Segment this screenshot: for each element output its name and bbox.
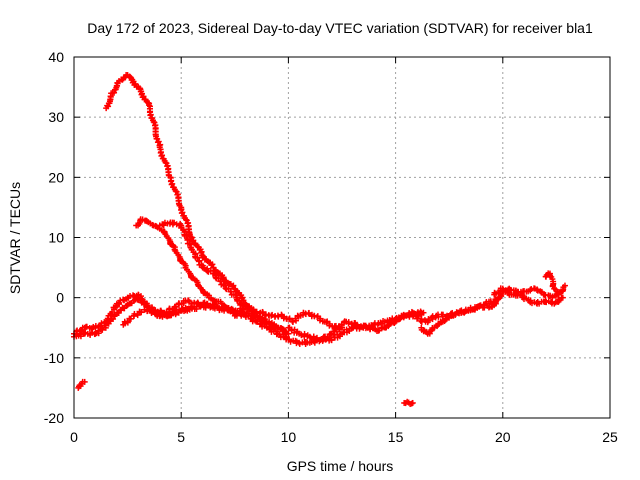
data-point bbox=[551, 294, 565, 307]
data-point bbox=[182, 297, 198, 307]
data-point bbox=[113, 296, 130, 308]
data-point bbox=[300, 309, 315, 320]
data-point bbox=[103, 90, 115, 112]
data-point bbox=[161, 228, 178, 251]
data-point bbox=[218, 305, 235, 314]
data-point bbox=[343, 318, 359, 328]
data-point bbox=[178, 222, 195, 251]
data-point bbox=[531, 285, 545, 296]
data-point bbox=[420, 309, 427, 316]
chart-title: Day 172 of 2023, Sidereal Day-to-day VTE… bbox=[87, 20, 593, 36]
data-point bbox=[171, 246, 189, 269]
data-point bbox=[253, 318, 270, 330]
data-point bbox=[131, 306, 148, 319]
tick-labels: 0 5 10 15 20 25 -20 -10 0 10 20 30 40 bbox=[44, 49, 618, 445]
data-point bbox=[433, 311, 450, 320]
plot-frame bbox=[73, 56, 611, 419]
data-point bbox=[124, 72, 140, 90]
data-point bbox=[559, 294, 566, 301]
data-point bbox=[285, 330, 292, 337]
data-point bbox=[135, 84, 153, 107]
data-point bbox=[146, 102, 164, 149]
series-track-h bbox=[285, 309, 427, 344]
y-tick-label: -20 bbox=[44, 410, 64, 426]
data-point bbox=[141, 306, 158, 316]
data-point bbox=[173, 303, 194, 316]
grid-lines bbox=[74, 57, 610, 418]
data-point bbox=[101, 313, 118, 331]
data-points bbox=[71, 71, 568, 408]
y-axis-label: SDTVAR / TECUs bbox=[7, 182, 23, 294]
x-tick-label: 10 bbox=[281, 429, 297, 445]
x-tick-label: 20 bbox=[495, 429, 511, 445]
y-tick-label: -10 bbox=[44, 350, 64, 366]
x-axis-label: GPS time / hours bbox=[287, 458, 394, 474]
y-tick-label: 10 bbox=[48, 230, 64, 246]
data-point bbox=[188, 303, 195, 310]
series-track-l bbox=[491, 285, 566, 307]
y-tick-label: 20 bbox=[48, 169, 64, 185]
data-point bbox=[263, 324, 280, 338]
data-point bbox=[109, 79, 121, 97]
data-point bbox=[197, 302, 214, 311]
data-point bbox=[210, 270, 227, 288]
data-point bbox=[182, 264, 201, 288]
x-tick-label: 25 bbox=[602, 429, 618, 445]
data-point bbox=[139, 216, 156, 228]
data-point bbox=[238, 312, 245, 319]
x-tick-label: 15 bbox=[388, 429, 404, 445]
data-point bbox=[371, 317, 387, 328]
data-point bbox=[409, 399, 416, 406]
data-point bbox=[167, 174, 183, 209]
data-point bbox=[257, 308, 273, 319]
data-point bbox=[296, 330, 311, 340]
data-point bbox=[118, 301, 132, 313]
data-point bbox=[81, 378, 88, 385]
data-point bbox=[81, 323, 97, 332]
data-point bbox=[135, 294, 149, 308]
data-point bbox=[156, 219, 173, 229]
data-point bbox=[476, 302, 492, 311]
data-point bbox=[431, 318, 445, 331]
data-point bbox=[156, 144, 173, 179]
y-tick-label: 30 bbox=[48, 109, 64, 125]
x-tick-label: 0 bbox=[70, 429, 78, 445]
y-tick-label: 40 bbox=[48, 49, 64, 65]
x-tick-label: 5 bbox=[177, 429, 185, 445]
y-tick-label: 0 bbox=[56, 290, 64, 306]
series-track-f bbox=[120, 303, 195, 328]
data-point bbox=[339, 325, 355, 337]
data-point bbox=[465, 303, 482, 314]
series-track-n bbox=[75, 378, 88, 391]
data-point bbox=[195, 282, 212, 299]
series-track-c bbox=[156, 219, 345, 347]
data-point bbox=[221, 282, 240, 301]
data-point bbox=[508, 290, 521, 299]
data-point bbox=[274, 330, 290, 343]
series-track-o bbox=[401, 398, 416, 408]
data-point bbox=[561, 282, 568, 289]
series-track-m bbox=[542, 270, 568, 298]
